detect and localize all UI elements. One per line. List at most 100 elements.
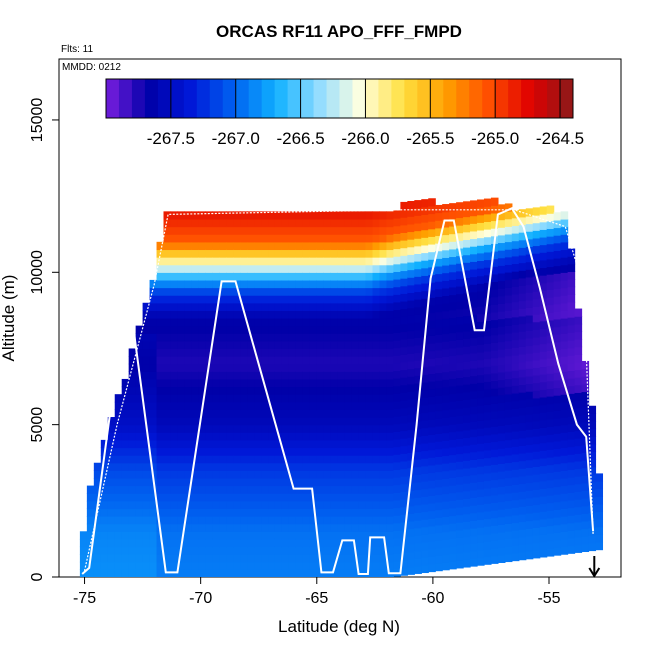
heatmap-cell <box>483 480 492 489</box>
heatmap-cell <box>309 295 318 304</box>
heatmap-cell <box>337 386 346 395</box>
heatmap-cell <box>121 500 130 510</box>
heatmap-cell <box>497 303 506 312</box>
heatmap-cell <box>295 340 304 350</box>
heatmap-cell <box>393 271 401 280</box>
heatmap-cell <box>581 376 590 385</box>
heatmap-cell <box>295 234 304 243</box>
heatmap-cell <box>372 234 381 243</box>
heatmap-cell <box>497 356 506 365</box>
heatmap-cell <box>421 366 429 375</box>
heatmap-cell <box>442 440 450 449</box>
heatmap-cell <box>170 272 179 281</box>
heatmap-cell <box>344 211 353 220</box>
heatmap-cell <box>393 294 401 303</box>
heatmap-cell <box>261 401 269 411</box>
heatmap-cell <box>337 264 346 273</box>
heatmap-cell <box>407 292 415 301</box>
heatmap-cell <box>365 241 374 251</box>
heatmap-cell <box>344 295 353 304</box>
heatmap-cell <box>442 447 450 457</box>
heatmap-cell <box>233 462 241 471</box>
heatmap-cell <box>504 462 513 471</box>
heatmap-cell <box>247 516 255 525</box>
heatmap-cell <box>400 567 408 576</box>
heatmap-cell <box>490 228 499 237</box>
heatmap-cell <box>142 371 151 380</box>
heatmap-cell <box>490 464 499 473</box>
heatmap-cell <box>170 226 179 235</box>
heatmap-cell <box>191 417 199 426</box>
colorbar-swatch <box>144 79 159 118</box>
heatmap-cell <box>205 439 213 449</box>
heatmap-cell <box>497 242 506 251</box>
heatmap-cell <box>142 531 151 540</box>
heatmap-cell <box>490 540 499 549</box>
heatmap-cell <box>247 272 255 281</box>
heatmap-cell <box>358 531 367 540</box>
colorbar-swatch <box>170 79 185 118</box>
heatmap-cell <box>393 362 401 372</box>
heatmap-cell <box>86 569 95 577</box>
heatmap-cell <box>483 320 492 329</box>
heatmap-cell <box>560 417 569 426</box>
heatmap-cell <box>490 456 499 465</box>
heatmap-cell <box>421 488 429 497</box>
heatmap-cell <box>142 477 151 487</box>
heatmap-cell <box>400 422 408 432</box>
heatmap-cell <box>581 360 590 370</box>
heatmap-cell <box>170 279 179 289</box>
heatmap-cell <box>553 349 562 358</box>
heatmap-cell <box>212 447 220 456</box>
heatmap-cell <box>525 535 534 545</box>
heatmap-cell <box>560 264 569 273</box>
heatmap-cell <box>560 333 569 342</box>
heatmap-cell <box>400 354 408 363</box>
heatmap-cell <box>400 323 408 333</box>
heatmap-cell <box>344 455 353 464</box>
heatmap-cell <box>191 310 199 319</box>
heatmap-cell <box>261 226 269 235</box>
heatmap-cell <box>135 348 144 357</box>
heatmap-cell <box>372 295 381 304</box>
heatmap-cell <box>191 333 199 342</box>
heatmap-cell <box>497 463 506 472</box>
heatmap-cell <box>532 489 541 498</box>
heatmap-cell <box>268 546 276 555</box>
heatmap-cell <box>344 561 353 570</box>
heatmap-cell <box>553 539 562 549</box>
heatmap-cell <box>302 302 311 311</box>
heatmap-cell <box>226 417 234 426</box>
heatmap-cell <box>302 401 311 411</box>
heatmap-cell <box>114 455 123 464</box>
heatmap-cell <box>490 365 499 374</box>
heatmap-cell <box>205 272 213 281</box>
heatmap-cell <box>149 439 158 449</box>
heatmap-cell <box>567 477 576 486</box>
heatmap-cell <box>449 492 457 501</box>
heatmap-cell <box>254 279 262 289</box>
heatmap-cell <box>539 534 548 543</box>
heatmap-cell <box>372 348 381 357</box>
heatmap-cell <box>511 415 520 425</box>
heatmap-cell <box>358 516 367 525</box>
heatmap-cell <box>330 356 339 365</box>
heatmap-cell <box>490 479 499 488</box>
heatmap-cell <box>254 554 262 563</box>
heatmap-cell <box>107 424 116 433</box>
heatmap-cell <box>330 211 339 220</box>
colorbar-frame <box>105 78 574 119</box>
heatmap-cell <box>456 430 464 439</box>
heatmap-cell <box>407 437 415 446</box>
heatmap-cell <box>330 569 339 577</box>
heatmap-cell <box>240 477 248 487</box>
heatmap-cell <box>518 239 527 248</box>
heatmap-cell <box>261 302 269 311</box>
heatmap-cell <box>483 556 492 565</box>
heatmap-cell <box>219 340 227 350</box>
heatmap-cell <box>142 493 151 502</box>
heatmap-cell <box>365 424 374 433</box>
heatmap-cell <box>490 380 499 389</box>
heatmap-cell <box>288 218 297 228</box>
heatmap-cell <box>539 358 548 368</box>
